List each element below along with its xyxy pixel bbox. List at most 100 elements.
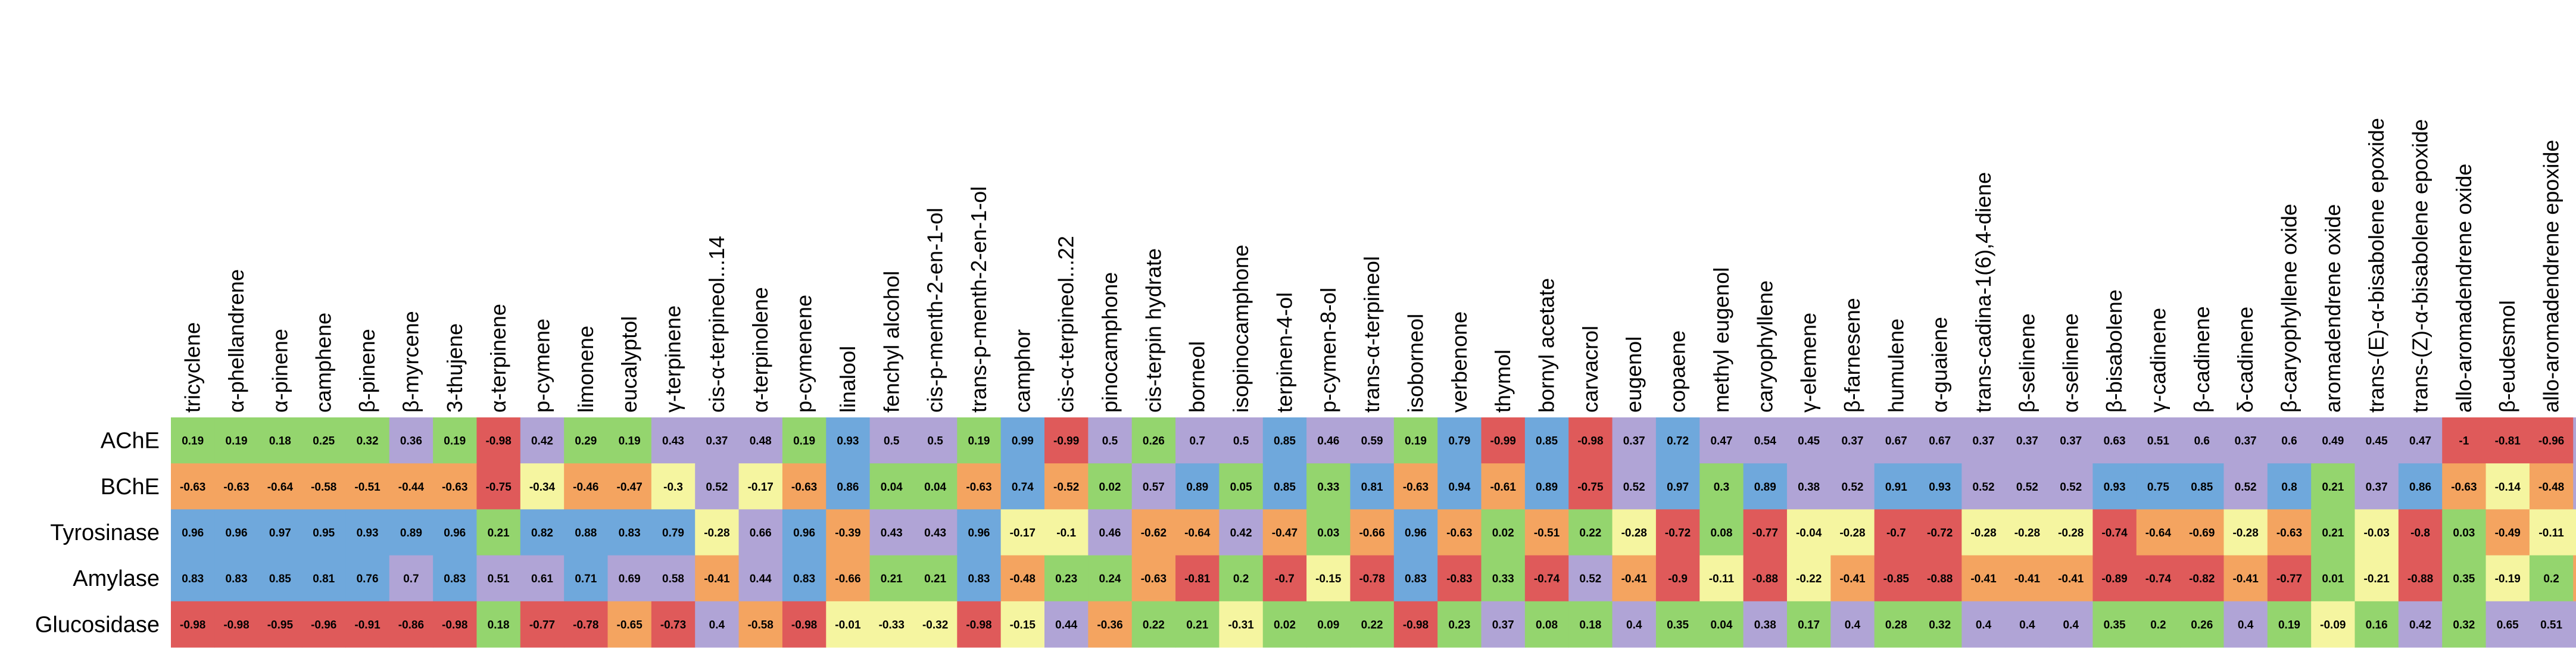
heatmap-cell xyxy=(345,463,390,510)
heatmap-cell xyxy=(171,601,215,648)
cell-value-label: 0.04 xyxy=(881,481,903,494)
heatmap-cell xyxy=(695,601,740,648)
heatmap-cell xyxy=(302,463,346,510)
cell-value-label: -0.77 xyxy=(2276,573,2302,585)
cell-value-label: 0.52 xyxy=(706,481,728,494)
heatmap-cell xyxy=(2223,509,2268,556)
cell-value-label: 0.97 xyxy=(1667,481,1689,494)
cell-value-label: -0.98 xyxy=(1403,619,1429,631)
row-label: Tyrosinase xyxy=(50,520,160,545)
heatmap-cell xyxy=(913,417,958,464)
heatmap-cell xyxy=(1393,555,1438,602)
heatmap-cell xyxy=(1393,601,1438,648)
heatmap-cell xyxy=(1961,601,2006,648)
heatmap-cell xyxy=(1874,601,1919,648)
cell-value-label: -0.88 xyxy=(2407,573,2433,585)
heatmap-cell xyxy=(1481,601,1526,648)
column-label: aromadendrene oxide xyxy=(2321,204,2345,413)
column-label: fenchyl alcohol xyxy=(879,271,903,413)
column-label: thymol xyxy=(1490,350,1515,413)
cell-value-label: 0.4 xyxy=(1845,619,1861,631)
column-label: γ-terpinene xyxy=(661,305,685,413)
cell-value-label: 0.52 xyxy=(1623,481,1645,494)
heatmap-cell xyxy=(2442,601,2487,648)
heatmap-cell xyxy=(433,555,478,602)
heatmap-cell xyxy=(1437,555,1482,602)
heatmap-cell xyxy=(389,555,434,602)
heatmap-cell xyxy=(738,463,783,510)
cell-value-label: -0.8 xyxy=(2410,527,2430,539)
cell-value-label: -0.69 xyxy=(2189,527,2215,539)
heatmap-cell xyxy=(2442,555,2487,602)
cell-value-label: -0.32 xyxy=(922,619,948,631)
cell-value-label: 0.75 xyxy=(2147,481,2169,494)
cell-value-label: 0.08 xyxy=(1536,619,1558,631)
cell-value-label: -0.28 xyxy=(2232,527,2258,539)
cell-value-label: 0.3 xyxy=(1714,481,1729,494)
heatmap-cell xyxy=(1175,463,1220,510)
column-label: linalool xyxy=(835,346,860,413)
cell-value-label: 0.4 xyxy=(1626,619,1642,631)
column-label: trans-(Z)-α-bisabolene epoxide xyxy=(2408,119,2432,413)
heatmap-cell xyxy=(782,509,827,556)
heatmap-cell xyxy=(1175,417,1220,464)
heatmap-cell xyxy=(2573,417,2576,464)
cell-value-label: 0.57 xyxy=(1143,481,1165,494)
cell-value-label: 0.93 xyxy=(2104,481,2126,494)
heatmap-cell xyxy=(302,509,346,556)
heatmap-cell xyxy=(564,417,609,464)
heatmap-cell xyxy=(957,555,1002,602)
cell-value-label: 0.89 xyxy=(400,527,422,539)
cell-value-label: 0.51 xyxy=(2540,619,2562,631)
heatmap-cell xyxy=(1437,509,1482,556)
cell-value-label: -0.78 xyxy=(1359,573,1384,585)
cell-value-label: 0.59 xyxy=(1361,435,1383,448)
heatmap-cell xyxy=(869,555,914,602)
cell-value-label: 0.79 xyxy=(662,527,684,539)
heatmap-cell xyxy=(2005,555,2050,602)
column-label: β-eudesmol xyxy=(2495,300,2519,413)
cell-value-label: 0.58 xyxy=(662,573,684,585)
heatmap-cell xyxy=(2354,555,2399,602)
cell-value-label: -0.78 xyxy=(573,619,598,631)
cell-value-label: 0.01 xyxy=(2322,573,2344,585)
heatmap-cell xyxy=(1524,463,1569,510)
cell-value-label: 0.04 xyxy=(1710,619,1732,631)
cell-value-label: 0.83 xyxy=(444,573,466,585)
cell-value-label: 0.42 xyxy=(531,435,553,448)
heatmap-cell xyxy=(2092,417,2137,464)
cell-value-label: 0.36 xyxy=(400,435,422,448)
heatmap-cell xyxy=(2049,463,2093,510)
heatmap-cell xyxy=(2529,509,2574,556)
heatmap-cell xyxy=(1131,463,1176,510)
column-label: camphor xyxy=(1010,329,1034,413)
cell-value-label: -0.52 xyxy=(1053,481,1079,494)
cell-value-label: 0.02 xyxy=(1492,527,1514,539)
heatmap-cell xyxy=(1306,509,1351,556)
cell-value-label: 0.88 xyxy=(575,527,597,539)
cell-value-label: 0.94 xyxy=(1448,481,1470,494)
cell-value-label: 0.48 xyxy=(750,435,772,448)
cell-value-label: 0.52 xyxy=(2060,481,2082,494)
cell-value-label: -0.74 xyxy=(2101,527,2128,539)
column-label: allo-aromadendrene oxide xyxy=(2452,164,2476,413)
cell-value-label: -0.17 xyxy=(1010,527,1036,539)
heatmap-cell xyxy=(345,509,390,556)
cell-value-label: -0.9 xyxy=(1668,573,1688,585)
cell-value-label: 0.19 xyxy=(182,435,204,448)
heatmap-cells: 0.19 0.19 0.18 0.25 0.32 0.36 0.19 -0.98 0.42 0.2… xyxy=(171,417,2576,648)
heatmap-cell xyxy=(2485,417,2530,464)
column-label: p-cymene xyxy=(530,319,554,413)
heatmap-cell xyxy=(2485,555,2530,602)
cell-value-label: 0.89 xyxy=(1536,481,1558,494)
cell-value-label: 0.91 xyxy=(1885,481,1907,494)
cell-value-label: -0.63 xyxy=(223,481,249,494)
cell-value-label: -0.63 xyxy=(2451,481,2477,494)
cell-value-label: 0.7 xyxy=(403,573,419,585)
heatmap-cell xyxy=(1874,555,1919,602)
heatmap-cell xyxy=(1961,417,2006,464)
column-label: p-cymen-8-ol xyxy=(1316,288,1340,413)
cell-value-label: -0.47 xyxy=(1272,527,1298,539)
cell-value-label: -0.95 xyxy=(267,619,294,631)
cell-value-label: 0.03 xyxy=(1317,527,1339,539)
